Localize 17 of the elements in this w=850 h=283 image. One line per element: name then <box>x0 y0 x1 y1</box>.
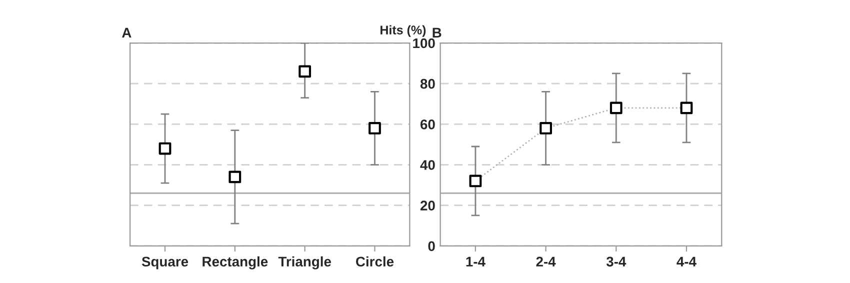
y-tick-label: 80 <box>420 78 435 89</box>
x-tick-label: 4-4 <box>676 256 696 266</box>
x-tick-label: Square <box>142 256 188 270</box>
x-tick-label: 3-4 <box>606 256 626 267</box>
x-tick-label: 2-4 <box>536 256 556 266</box>
chart-title: B <box>432 28 442 38</box>
x-tick-label: 1-4 <box>466 256 486 266</box>
y-tick-label: 20 <box>420 200 435 211</box>
x-tick-label: Circle <box>356 256 394 267</box>
y-tick-label: 0 <box>428 241 435 252</box>
y-tick-label: 40 <box>420 160 435 170</box>
x-tick-label: Rectangle <box>202 256 268 270</box>
chart-title: A <box>122 28 132 38</box>
y-tick-label: 60 <box>420 120 435 130</box>
y-axis-title: Hits (%) <box>380 25 426 37</box>
y-tick-label: 100 <box>413 38 435 48</box>
x-tick-label: Triangle <box>278 256 331 270</box>
